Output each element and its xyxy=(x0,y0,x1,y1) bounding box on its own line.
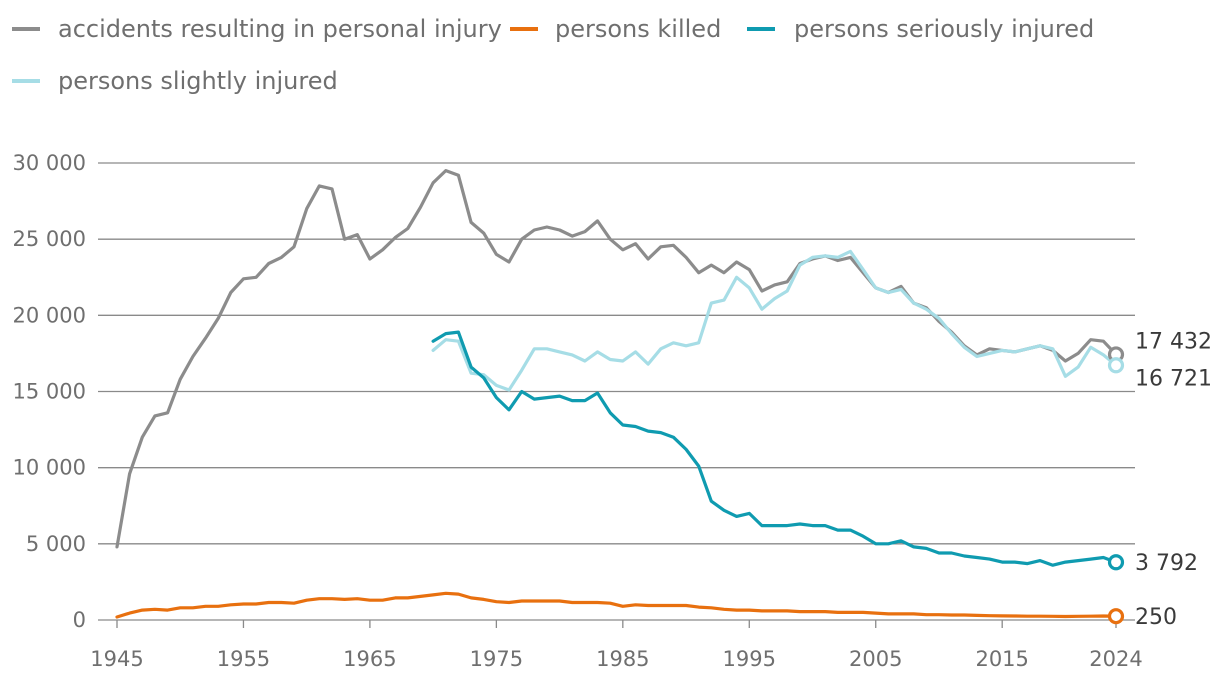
x-tick-label: 1955 xyxy=(217,647,270,671)
y-tick-label: 25 000 xyxy=(13,227,86,251)
end-marker-killed xyxy=(1107,608,1125,625)
legend-item-accidents: accidents resulting in personal injury xyxy=(12,15,502,43)
y-tick-label: 30 000 xyxy=(13,151,86,175)
y-tick-label: 10 000 xyxy=(13,456,86,480)
x-tick-label: 1945 xyxy=(90,647,143,671)
legend-item-seriously-injured: persons seriously injured xyxy=(747,15,1094,43)
x-tick-label: 2005 xyxy=(849,647,902,671)
y-tick-label: 0 xyxy=(73,608,86,632)
y-tick-label: 5 000 xyxy=(26,532,86,556)
x-tick-label: 2024 xyxy=(1089,647,1142,671)
y-tick-label: 20 000 xyxy=(13,303,86,327)
y-axis: 0 5 000 10 000 15 000 20 000 25 000 30 000 xyxy=(13,151,86,632)
legend-item-slightly-injured: persons slightly injured xyxy=(12,67,338,95)
legend-label-seriously-injured: persons seriously injured xyxy=(794,15,1094,43)
end-label-killed: 250 xyxy=(1135,605,1177,630)
end-label-accidents: 17 432 xyxy=(1135,329,1212,354)
x-tick-label: 1995 xyxy=(723,647,776,671)
legend-label-accidents: accidents resulting in personal injury xyxy=(58,15,502,43)
end-marker-slightly-injured xyxy=(1107,357,1125,374)
legend: accidents resulting in personal injury p… xyxy=(12,15,1094,95)
end-label-seriously-injured: 3 792 xyxy=(1135,551,1198,576)
end-label-slightly-injured: 16 721 xyxy=(1135,366,1212,391)
series-line-killed xyxy=(115,591,1118,619)
x-tick-label: 1975 xyxy=(470,647,523,671)
x-tick-label: 1965 xyxy=(343,647,396,671)
legend-label-slightly-injured: persons slightly injured xyxy=(58,67,338,95)
end-marker-seriously-injured xyxy=(1107,554,1125,571)
series-line-slightly-injured xyxy=(431,249,1118,392)
grid xyxy=(98,162,1135,621)
y-tick-label: 15 000 xyxy=(13,380,86,404)
x-tick-label: 1985 xyxy=(596,647,649,671)
series-line-seriously-injured xyxy=(431,330,1118,567)
x-tick-label: 2015 xyxy=(975,647,1028,671)
legend-item-killed: persons killed xyxy=(510,15,721,43)
plot-area xyxy=(115,169,1118,619)
end-markers: 17 432 250 3 792 16 721 xyxy=(1107,329,1212,630)
x-axis: 1945 1955 1965 1975 1985 1995 2005 2015 2024 xyxy=(90,620,1143,671)
legend-label-killed: persons killed xyxy=(555,15,721,43)
